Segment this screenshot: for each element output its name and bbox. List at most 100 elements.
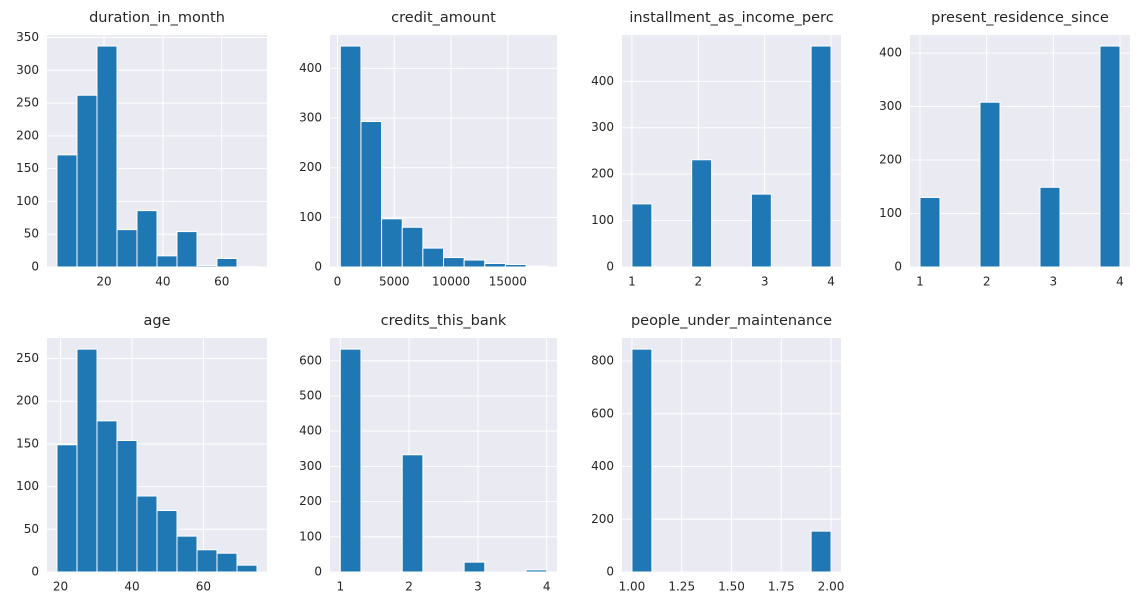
histogram-bar — [176, 535, 198, 573]
y-tick-label: 100 — [591, 213, 614, 227]
histogram-bar — [360, 121, 383, 268]
chart-title: credits_this_bank — [381, 313, 507, 329]
x-tick-label: 20 — [53, 580, 68, 594]
x-tick-label: 4 — [543, 580, 551, 594]
y-tick-label: 200 — [591, 167, 614, 181]
y-tick-label: 200 — [879, 153, 902, 167]
histogram-bar — [691, 159, 713, 268]
y-tick-label: 500 — [299, 388, 322, 402]
y-tick-label: 200 — [591, 512, 614, 526]
chart-title: credit_amount — [391, 10, 496, 26]
y-tick-label: 200 — [299, 160, 322, 174]
histogram-bar — [96, 45, 118, 268]
histogram-bar — [463, 259, 486, 268]
y-tick-label: 0 — [894, 260, 902, 274]
x-tick-label: 60 — [214, 275, 229, 289]
x-tick-label: 1 — [916, 275, 924, 289]
y-tick-label: 400 — [591, 74, 614, 88]
y-tick-label: 400 — [591, 459, 614, 473]
x-tick-label: 40 — [124, 580, 139, 594]
subplot: 20 40 60 0 50 100 150 200 250 age — [16, 313, 267, 594]
y-tick-label: 300 — [879, 99, 902, 113]
histogram-bar — [116, 229, 138, 268]
histogram-bar — [216, 257, 238, 268]
y-tick-label: 400 — [879, 46, 902, 60]
y-tick-label: 100 — [299, 210, 322, 224]
y-tick-label: 600 — [591, 406, 614, 420]
histogram-bar — [810, 530, 832, 573]
histogram-bar — [156, 255, 178, 268]
plot-background — [910, 35, 1130, 267]
histogram-bar — [810, 45, 832, 268]
subplot: 1 2 3 4 0 100 200 300 400 500 600 credits_this_bank — [299, 313, 557, 594]
x-tick-label: 2 — [983, 275, 991, 289]
x-tick-label: 4 — [1116, 275, 1124, 289]
histogram-bar — [443, 257, 465, 268]
y-tick-label: 0 — [606, 565, 614, 579]
chart-title: age — [143, 313, 170, 329]
histogram-bar — [631, 203, 653, 268]
histogram-bar — [236, 265, 258, 268]
x-tick-label: 0 — [334, 275, 342, 289]
subplot: 1 2 3 4 0 100 200 300 400 present_residence_since — [879, 10, 1130, 289]
y-tick-label: 150 — [16, 161, 39, 175]
histogram-bar — [750, 193, 772, 268]
y-tick-label: 100 — [16, 479, 39, 493]
histogram-bar — [156, 510, 178, 573]
y-tick-label: 250 — [16, 96, 39, 110]
y-tick-label: 300 — [591, 120, 614, 134]
histogram-bar — [463, 561, 486, 573]
histogram-bar — [56, 444, 78, 573]
y-tick-label: 0 — [31, 260, 39, 274]
x-tick-label: 1.50 — [718, 580, 745, 594]
x-tick-label: 2.00 — [818, 580, 845, 594]
x-tick-label: 1 — [336, 580, 344, 594]
y-tick-label: 200 — [16, 128, 39, 142]
y-tick-label: 0 — [606, 260, 614, 274]
x-tick-label: 3 — [1050, 275, 1058, 289]
y-tick-label: 100 — [879, 206, 902, 220]
plot-background — [330, 338, 557, 572]
histogram-bar — [525, 265, 548, 268]
histogram-bar — [979, 101, 1001, 268]
y-tick-label: 100 — [16, 194, 39, 208]
chart-title: people_under_maintenance — [631, 313, 832, 329]
histogram-bar — [339, 348, 362, 573]
histogram-bar — [76, 348, 98, 573]
y-tick-label: 300 — [16, 63, 39, 77]
histogram-bar — [76, 94, 98, 268]
histogram-bar — [136, 210, 158, 268]
histogram-bar — [381, 218, 403, 268]
x-tick-label: 1 — [628, 275, 636, 289]
x-tick-label: 20 — [96, 275, 111, 289]
subplot: 0 5000 10000 15000 0 100 200 300 400 credit_amoun… — [299, 10, 557, 289]
y-tick-label: 250 — [16, 351, 39, 365]
histogram-bar — [96, 420, 118, 573]
y-tick-label: 0 — [31, 565, 39, 579]
x-tick-label: 2 — [405, 580, 413, 594]
y-tick-label: 300 — [299, 459, 322, 473]
x-tick-label: 1.25 — [668, 580, 695, 594]
histogram-bar — [216, 552, 238, 573]
histogram-bar — [339, 45, 362, 268]
histogram-bar — [422, 247, 445, 268]
histogram-bar — [504, 264, 527, 268]
x-tick-label: 5000 — [379, 275, 410, 289]
y-tick-label: 400 — [299, 61, 322, 75]
plot-background — [622, 35, 841, 267]
y-tick-label: 350 — [16, 30, 39, 44]
x-tick-label: 15000 — [489, 275, 527, 289]
histogram-bar — [116, 440, 138, 573]
y-tick-label: 400 — [299, 424, 322, 438]
histogram-bar — [919, 196, 941, 268]
histogram-bar — [525, 569, 548, 573]
histogram-bar — [136, 495, 158, 573]
x-tick-label: 1.75 — [768, 580, 795, 594]
histogram-bar — [176, 231, 198, 268]
y-tick-label: 150 — [16, 436, 39, 450]
histogram-bar — [236, 564, 258, 573]
y-tick-label: 0 — [314, 565, 322, 579]
x-tick-label: 3 — [761, 275, 769, 289]
histogram-bar — [196, 549, 218, 573]
